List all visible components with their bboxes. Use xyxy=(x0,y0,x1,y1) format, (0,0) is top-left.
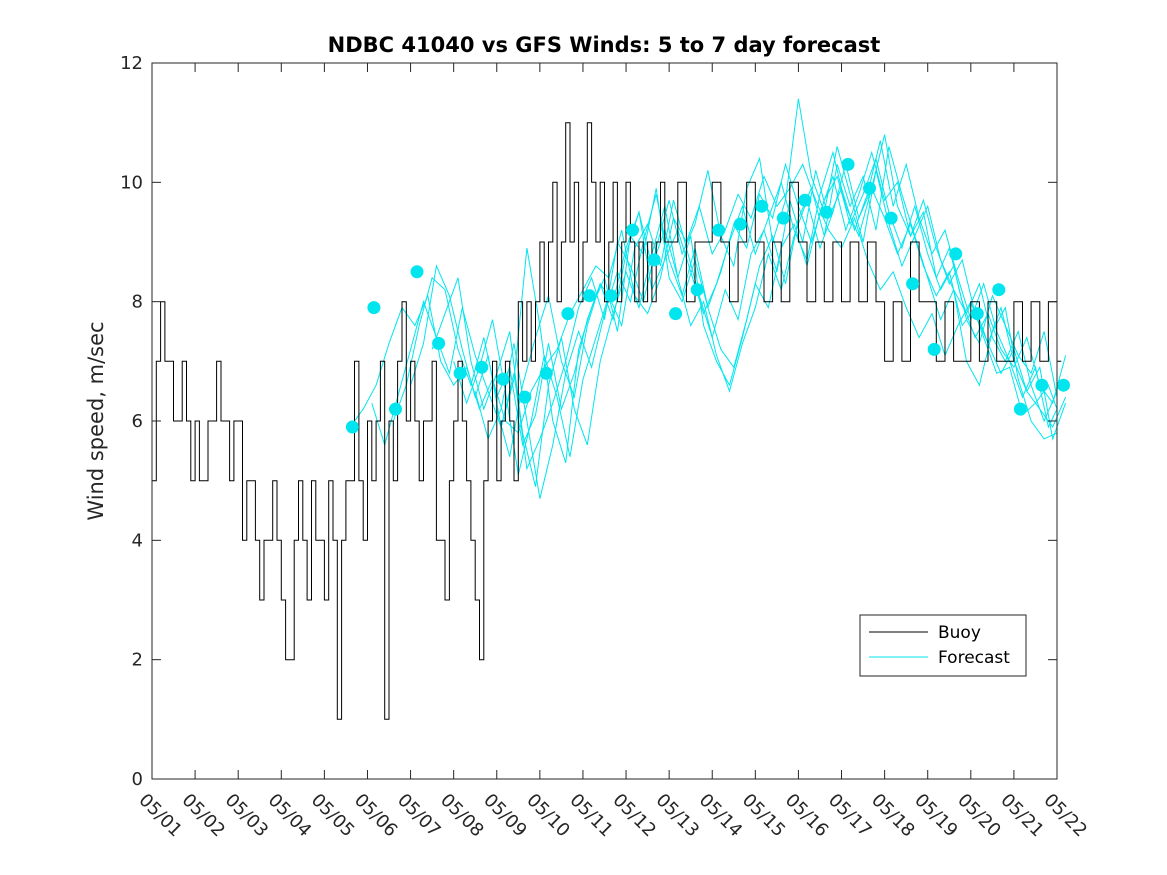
forecast-marker xyxy=(561,307,575,321)
legend-label-forecast: Forecast xyxy=(938,648,1010,668)
forecast-marker xyxy=(604,289,618,303)
y-axis-label: Wind speed, m/sec xyxy=(84,321,108,520)
forecast-marker xyxy=(884,211,898,225)
forecast-marker xyxy=(518,390,532,404)
forecast-marker xyxy=(906,277,920,291)
forecast-marker xyxy=(410,265,424,279)
legend: Buoy Forecast xyxy=(859,614,1027,677)
buoy-line xyxy=(152,122,1062,720)
forecast-marker xyxy=(496,372,510,386)
forecast-marker xyxy=(389,402,402,416)
forecast-marker xyxy=(367,301,381,315)
forecast-run-2 xyxy=(371,98,1058,471)
forecast-marker xyxy=(1057,378,1070,392)
forecast-marker xyxy=(949,247,963,261)
forecast-marker xyxy=(733,217,747,231)
forecast-marker xyxy=(1013,402,1027,416)
forecast-marker xyxy=(970,307,984,321)
forecast-marker xyxy=(992,283,1006,297)
y-tick-label: 8 xyxy=(132,292,143,313)
y-tick-label: 2 xyxy=(132,650,143,671)
y-tick-label: 10 xyxy=(120,172,143,193)
forecast-marker xyxy=(669,307,683,321)
legend-label-buoy: Buoy xyxy=(938,623,981,643)
y-tick-label: 6 xyxy=(132,411,143,432)
forecast-marker xyxy=(798,193,812,207)
forecast-marker xyxy=(927,342,941,356)
forecast-marker xyxy=(647,253,661,267)
forecast-marker xyxy=(819,205,833,219)
forecast-marker xyxy=(712,223,726,237)
forecast-marker xyxy=(432,336,446,350)
forecast-marker xyxy=(626,223,639,237)
forecast-marker xyxy=(1035,378,1049,392)
forecast-marker xyxy=(776,211,790,225)
forecast-marker xyxy=(690,283,704,297)
forecast-marker xyxy=(453,366,467,380)
y-tick-label: 12 xyxy=(120,53,143,74)
forecast-marker xyxy=(863,181,876,195)
y-tick-label: 0 xyxy=(132,769,143,790)
forecast-marker xyxy=(475,360,489,374)
forecast-marker xyxy=(841,157,855,171)
forecast-marker xyxy=(582,289,596,303)
forecast-marker xyxy=(755,199,769,213)
forecast-marker xyxy=(539,366,553,380)
chart-title: NDBC 41040 vs GFS Winds: 5 to 7 day fore… xyxy=(328,33,881,57)
forecast-marker xyxy=(345,420,359,434)
y-tick-label: 4 xyxy=(132,530,143,551)
legend-box xyxy=(859,614,1027,677)
forecast-run-7 xyxy=(474,146,1058,499)
series-layer xyxy=(152,98,1070,720)
